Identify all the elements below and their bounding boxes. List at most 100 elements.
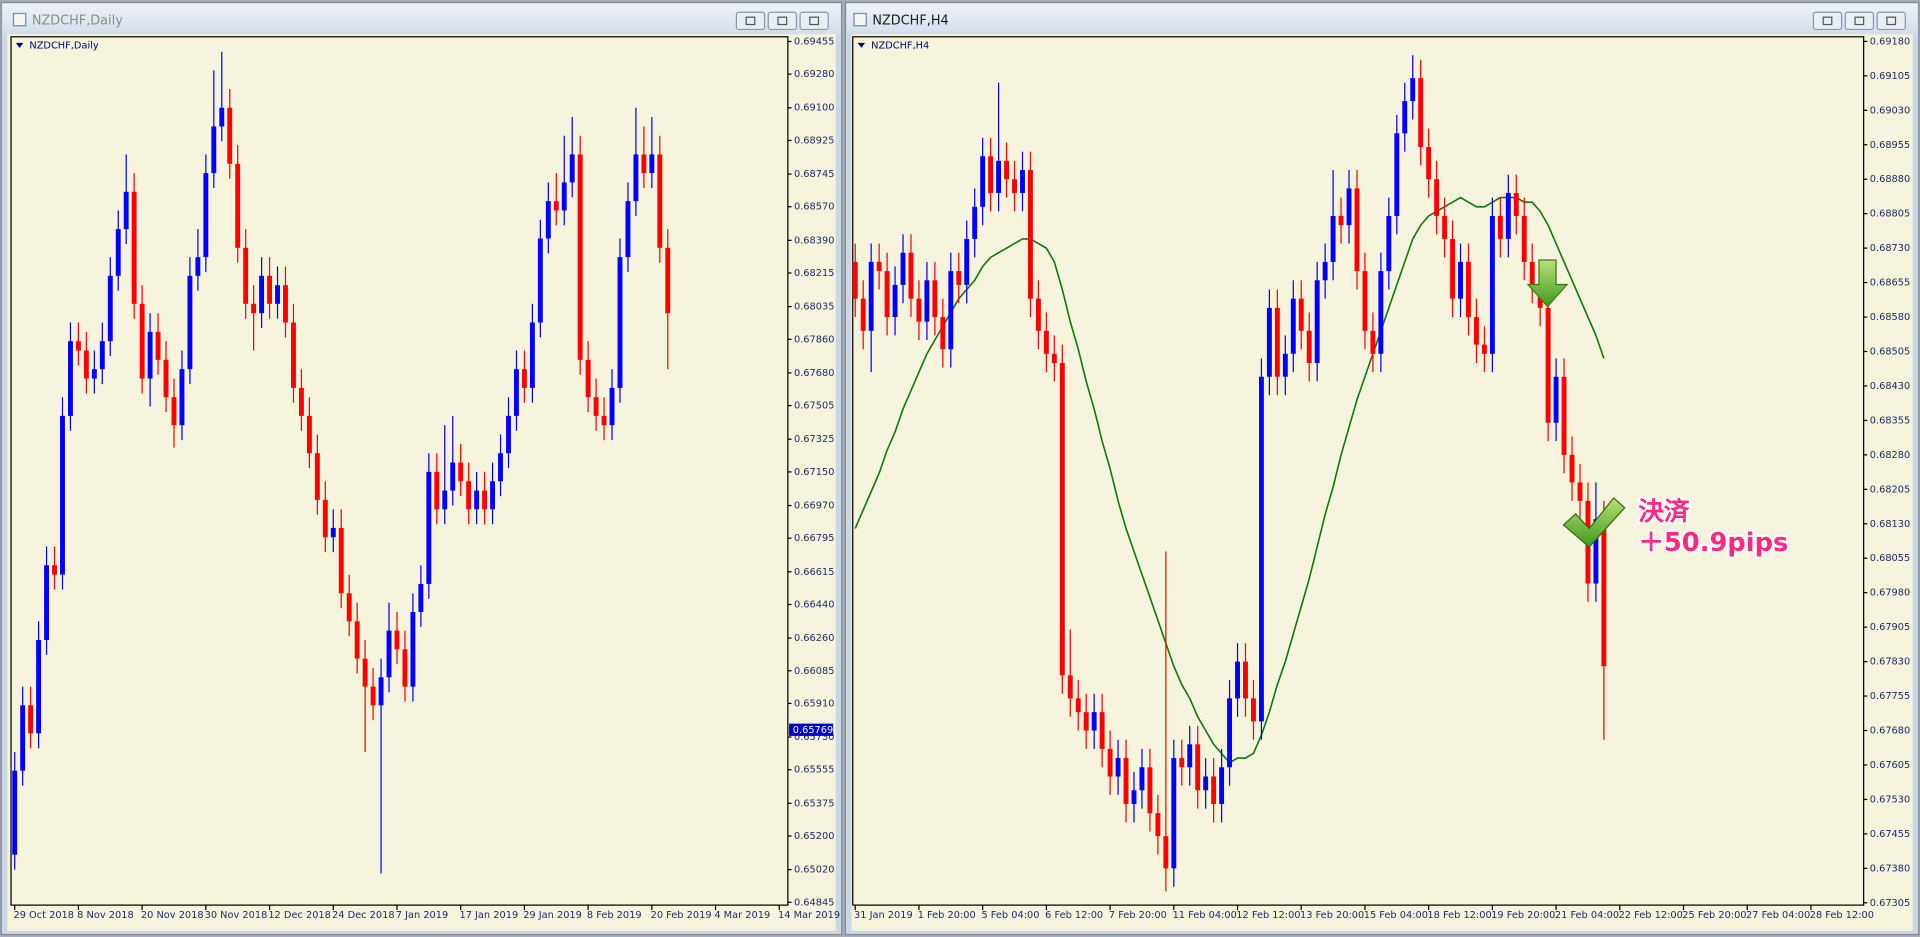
candle-body — [1386, 215, 1392, 272]
candle-body — [68, 341, 73, 416]
chart-menu-arrow — [15, 42, 24, 48]
x-tick-label: 22 Feb 12:00 — [1619, 910, 1683, 921]
candle-body — [1051, 353, 1057, 363]
candle-body — [418, 583, 424, 612]
x-tick-label: 15 Feb 04:00 — [1364, 910, 1428, 921]
y-tick-label: 0.67755 — [1870, 691, 1910, 702]
y-tick-label: 0.64845 — [794, 897, 834, 908]
candle-body — [12, 770, 18, 855]
x-tick-label: 18 Feb 12:00 — [1427, 910, 1491, 921]
x-tick-label: 17 Jan 2019 — [459, 910, 518, 921]
candle-body — [633, 154, 639, 202]
candle-body — [1123, 758, 1129, 805]
candle-body — [868, 261, 874, 331]
candle-body — [1028, 170, 1033, 299]
y-tick-label: 0.65200 — [794, 831, 834, 842]
y-tick-label: 0.67680 — [1870, 726, 1910, 737]
candle-body — [275, 285, 280, 304]
check-mark-icon — [1562, 497, 1626, 548]
restore-button[interactable] — [1844, 11, 1875, 31]
candle-body — [346, 593, 352, 622]
candle-body — [561, 182, 567, 211]
candle-body — [972, 206, 978, 239]
minimize-button[interactable] — [1812, 11, 1843, 31]
down-arrow-icon — [1526, 259, 1569, 308]
candle-body — [521, 369, 527, 388]
candle-body — [956, 271, 962, 285]
x-tick-label: 7 Feb 20:00 — [1109, 910, 1167, 921]
candle-body — [1099, 712, 1105, 749]
candle-body — [514, 369, 519, 416]
candle-body — [1043, 330, 1049, 354]
y-tick-label: 0.68055 — [1870, 553, 1910, 564]
candle-body — [1458, 261, 1463, 299]
chart-label: NZDCHF,H4 — [871, 40, 929, 51]
candle-body — [482, 490, 488, 510]
candle-body — [1163, 836, 1169, 869]
candle-body — [1004, 160, 1010, 180]
y-tick-label: 0.66795 — [794, 533, 834, 544]
candle-body — [179, 369, 185, 426]
x-tick-label: 11 Feb 04:00 — [1173, 910, 1237, 921]
candle-body — [52, 565, 57, 575]
y-tick-label: 0.65910 — [794, 698, 834, 709]
window-icon — [853, 12, 867, 27]
minimize-button[interactable] — [735, 11, 766, 31]
window-icon — [12, 12, 27, 27]
candle-body — [1370, 330, 1376, 354]
candle-body — [1434, 179, 1440, 216]
candle-body — [195, 257, 201, 276]
candle-body — [948, 271, 954, 350]
candle-body — [545, 201, 551, 239]
candle-body — [107, 275, 113, 342]
candle-body — [1020, 170, 1025, 193]
x-tick-label: 7 Jan 2019 — [396, 910, 448, 921]
y-tick-label: 0.68130 — [1870, 519, 1910, 530]
candle-body — [131, 191, 137, 304]
close-button[interactable] — [1876, 11, 1906, 31]
y-tick-label: 0.69180 — [1870, 36, 1910, 47]
y-tick-label: 0.69105 — [1870, 71, 1910, 82]
candle-body — [1155, 813, 1161, 837]
price-label: 0.65769 — [793, 725, 833, 736]
candle-body — [625, 201, 631, 258]
chart-label: NZDCHF,Daily — [29, 40, 98, 51]
candle-body — [1235, 661, 1240, 699]
candle-body — [1083, 712, 1089, 731]
candle-body — [585, 359, 591, 398]
candle-body — [434, 471, 440, 510]
candle-body — [378, 677, 384, 706]
candle-body — [876, 261, 882, 272]
annotation: ＋50.9pips — [1638, 528, 1788, 558]
candle-body — [1203, 776, 1209, 791]
y-tick-label: 0.68745 — [794, 169, 834, 180]
candle-body — [1195, 744, 1201, 791]
candle-body — [466, 481, 472, 510]
candle-body — [609, 387, 615, 426]
y-tick-label: 0.68390 — [794, 235, 834, 246]
candle-body — [553, 201, 559, 211]
candle-body — [1577, 482, 1583, 501]
y-tick-label: 0.68880 — [1870, 174, 1910, 185]
candle-body — [402, 649, 408, 687]
candle-body — [314, 453, 320, 500]
restore-button[interactable] — [767, 11, 798, 31]
candle-body — [498, 453, 503, 482]
x-tick-label: 8 Feb 2019 — [587, 910, 642, 921]
minimize-button-glyph — [1822, 16, 1833, 26]
candle-body — [83, 350, 89, 379]
y-tick-label: 0.67530 — [1870, 794, 1910, 805]
y-tick-label: 0.69280 — [794, 69, 834, 80]
candle-body — [1147, 767, 1153, 814]
candle-body — [20, 705, 26, 771]
candle-body — [322, 499, 328, 538]
candle-body — [1107, 748, 1113, 777]
candle-body — [1410, 78, 1416, 102]
candle-body — [123, 191, 129, 230]
close-button[interactable] — [799, 11, 829, 31]
y-tick-label: 0.69100 — [794, 103, 834, 114]
y-tick-label: 0.66440 — [794, 599, 834, 610]
candle-body — [338, 527, 344, 594]
y-tick-label: 0.68730 — [1870, 243, 1910, 254]
candle-body — [916, 298, 922, 322]
